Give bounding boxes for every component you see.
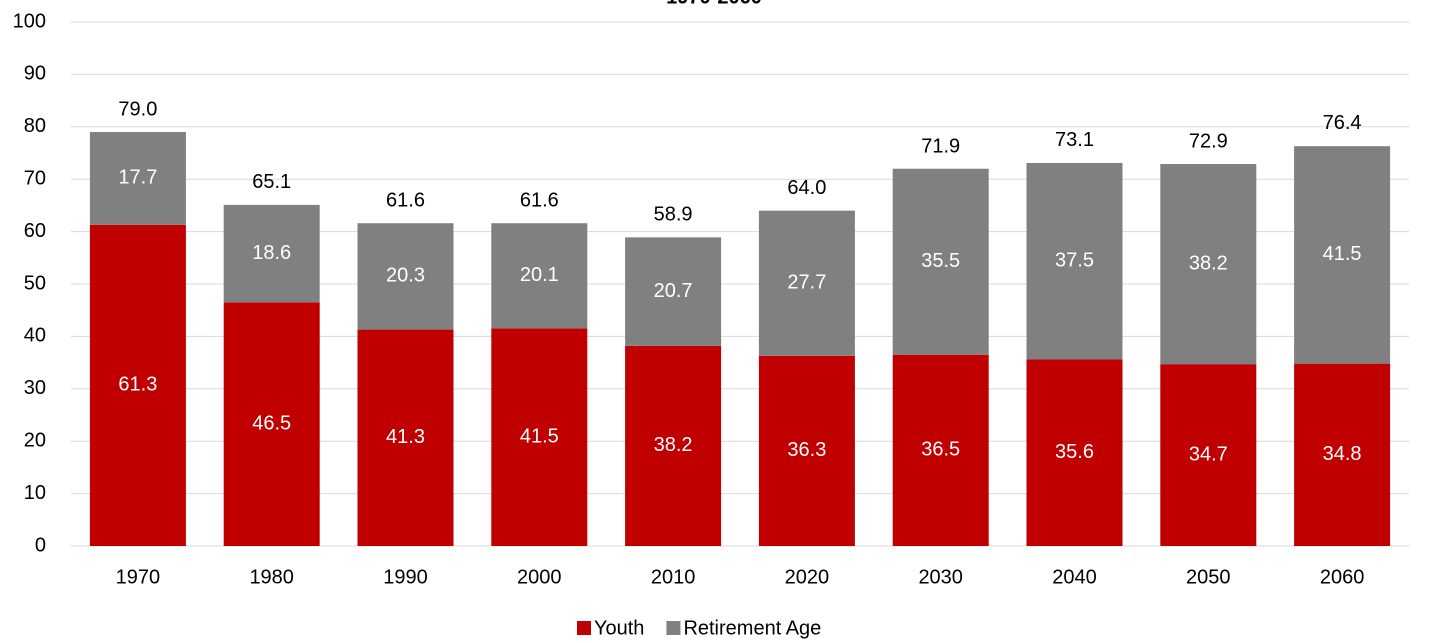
bar-segment [892,354,989,546]
y-tick-label: 60 [24,220,46,242]
x-tick-label: 1970 [116,566,161,588]
x-tick-label: 2030 [918,566,963,588]
bar-segment [625,237,722,346]
value-label: 61.3 [118,374,157,396]
y-tick-label: 10 [24,482,46,504]
bar-segment [89,132,186,225]
bar-segment [625,345,722,546]
value-label: 34.7 [1189,443,1228,465]
total-label: 65.1 [252,171,291,193]
chart-title: 1970-2060 [666,0,762,8]
x-tick-label: 2000 [517,566,562,588]
bar-segment [223,204,320,303]
value-label: 35.6 [1055,441,1094,463]
total-label: 73.1 [1055,129,1094,151]
bar-segment [758,355,855,546]
bar-segment [357,329,454,546]
bar-segment [1294,363,1391,546]
y-tick-label: 90 [24,63,46,85]
bar-segment [357,223,454,330]
legend-label: Retirement Age [683,617,821,639]
value-label: 18.6 [252,242,291,264]
y-tick-label: 40 [24,325,46,347]
bar-segment [1160,364,1257,546]
bar-segment [1026,359,1123,546]
y-tick-label: 80 [24,115,46,137]
value-label: 41.3 [386,426,425,448]
value-label: 37.5 [1055,249,1094,271]
value-label: 20.7 [654,280,693,302]
total-label: 64.0 [787,177,826,199]
y-tick-label: 100 [13,10,46,32]
bar-segment [89,224,186,546]
legend-label: Youth [594,617,644,639]
x-tick-label: 2010 [651,566,696,588]
value-label: 20.1 [520,264,559,286]
bar-segment [892,168,989,355]
total-label: 61.6 [386,189,425,211]
y-tick-label: 0 [35,534,46,556]
value-label: 34.8 [1323,443,1362,465]
value-label: 17.7 [118,167,157,189]
bar-segment [491,223,588,329]
x-tick-label: 2040 [1052,566,1097,588]
bar-segment [1294,146,1391,364]
x-tick-label: 1980 [249,566,294,588]
y-tick-label: 70 [24,167,46,189]
value-label: 41.5 [520,426,559,448]
value-label: 35.5 [921,250,960,272]
value-label: 27.7 [787,271,826,293]
total-label: 72.9 [1189,130,1228,152]
value-label: 36.5 [921,439,960,461]
total-label: 71.9 [921,136,960,158]
total-label: 79.0 [118,98,157,120]
value-label: 38.2 [654,434,693,456]
total-label: 61.6 [520,189,559,211]
y-tick-label: 50 [24,272,46,294]
value-label: 36.3 [787,439,826,461]
bar-segment [758,210,855,356]
bar-segment [223,302,320,546]
value-label: 41.5 [1323,243,1362,265]
x-tick-label: 1990 [383,566,428,588]
x-tick-label: 2020 [785,566,830,588]
value-label: 20.3 [386,265,425,287]
x-tick-label: 2060 [1320,566,1365,588]
legend-swatch [666,621,681,635]
bar-segment [1026,162,1123,360]
bar-segment [1160,164,1257,365]
x-tick-label: 2050 [1186,566,1231,588]
value-label: 38.2 [1189,252,1228,274]
bar-segment [491,328,588,546]
total-label: 58.9 [654,204,693,226]
y-tick-label: 20 [24,429,46,451]
y-tick-label: 30 [24,377,46,399]
total-label: 76.4 [1323,112,1362,134]
value-label: 46.5 [252,412,291,434]
legend-swatch [577,621,591,635]
